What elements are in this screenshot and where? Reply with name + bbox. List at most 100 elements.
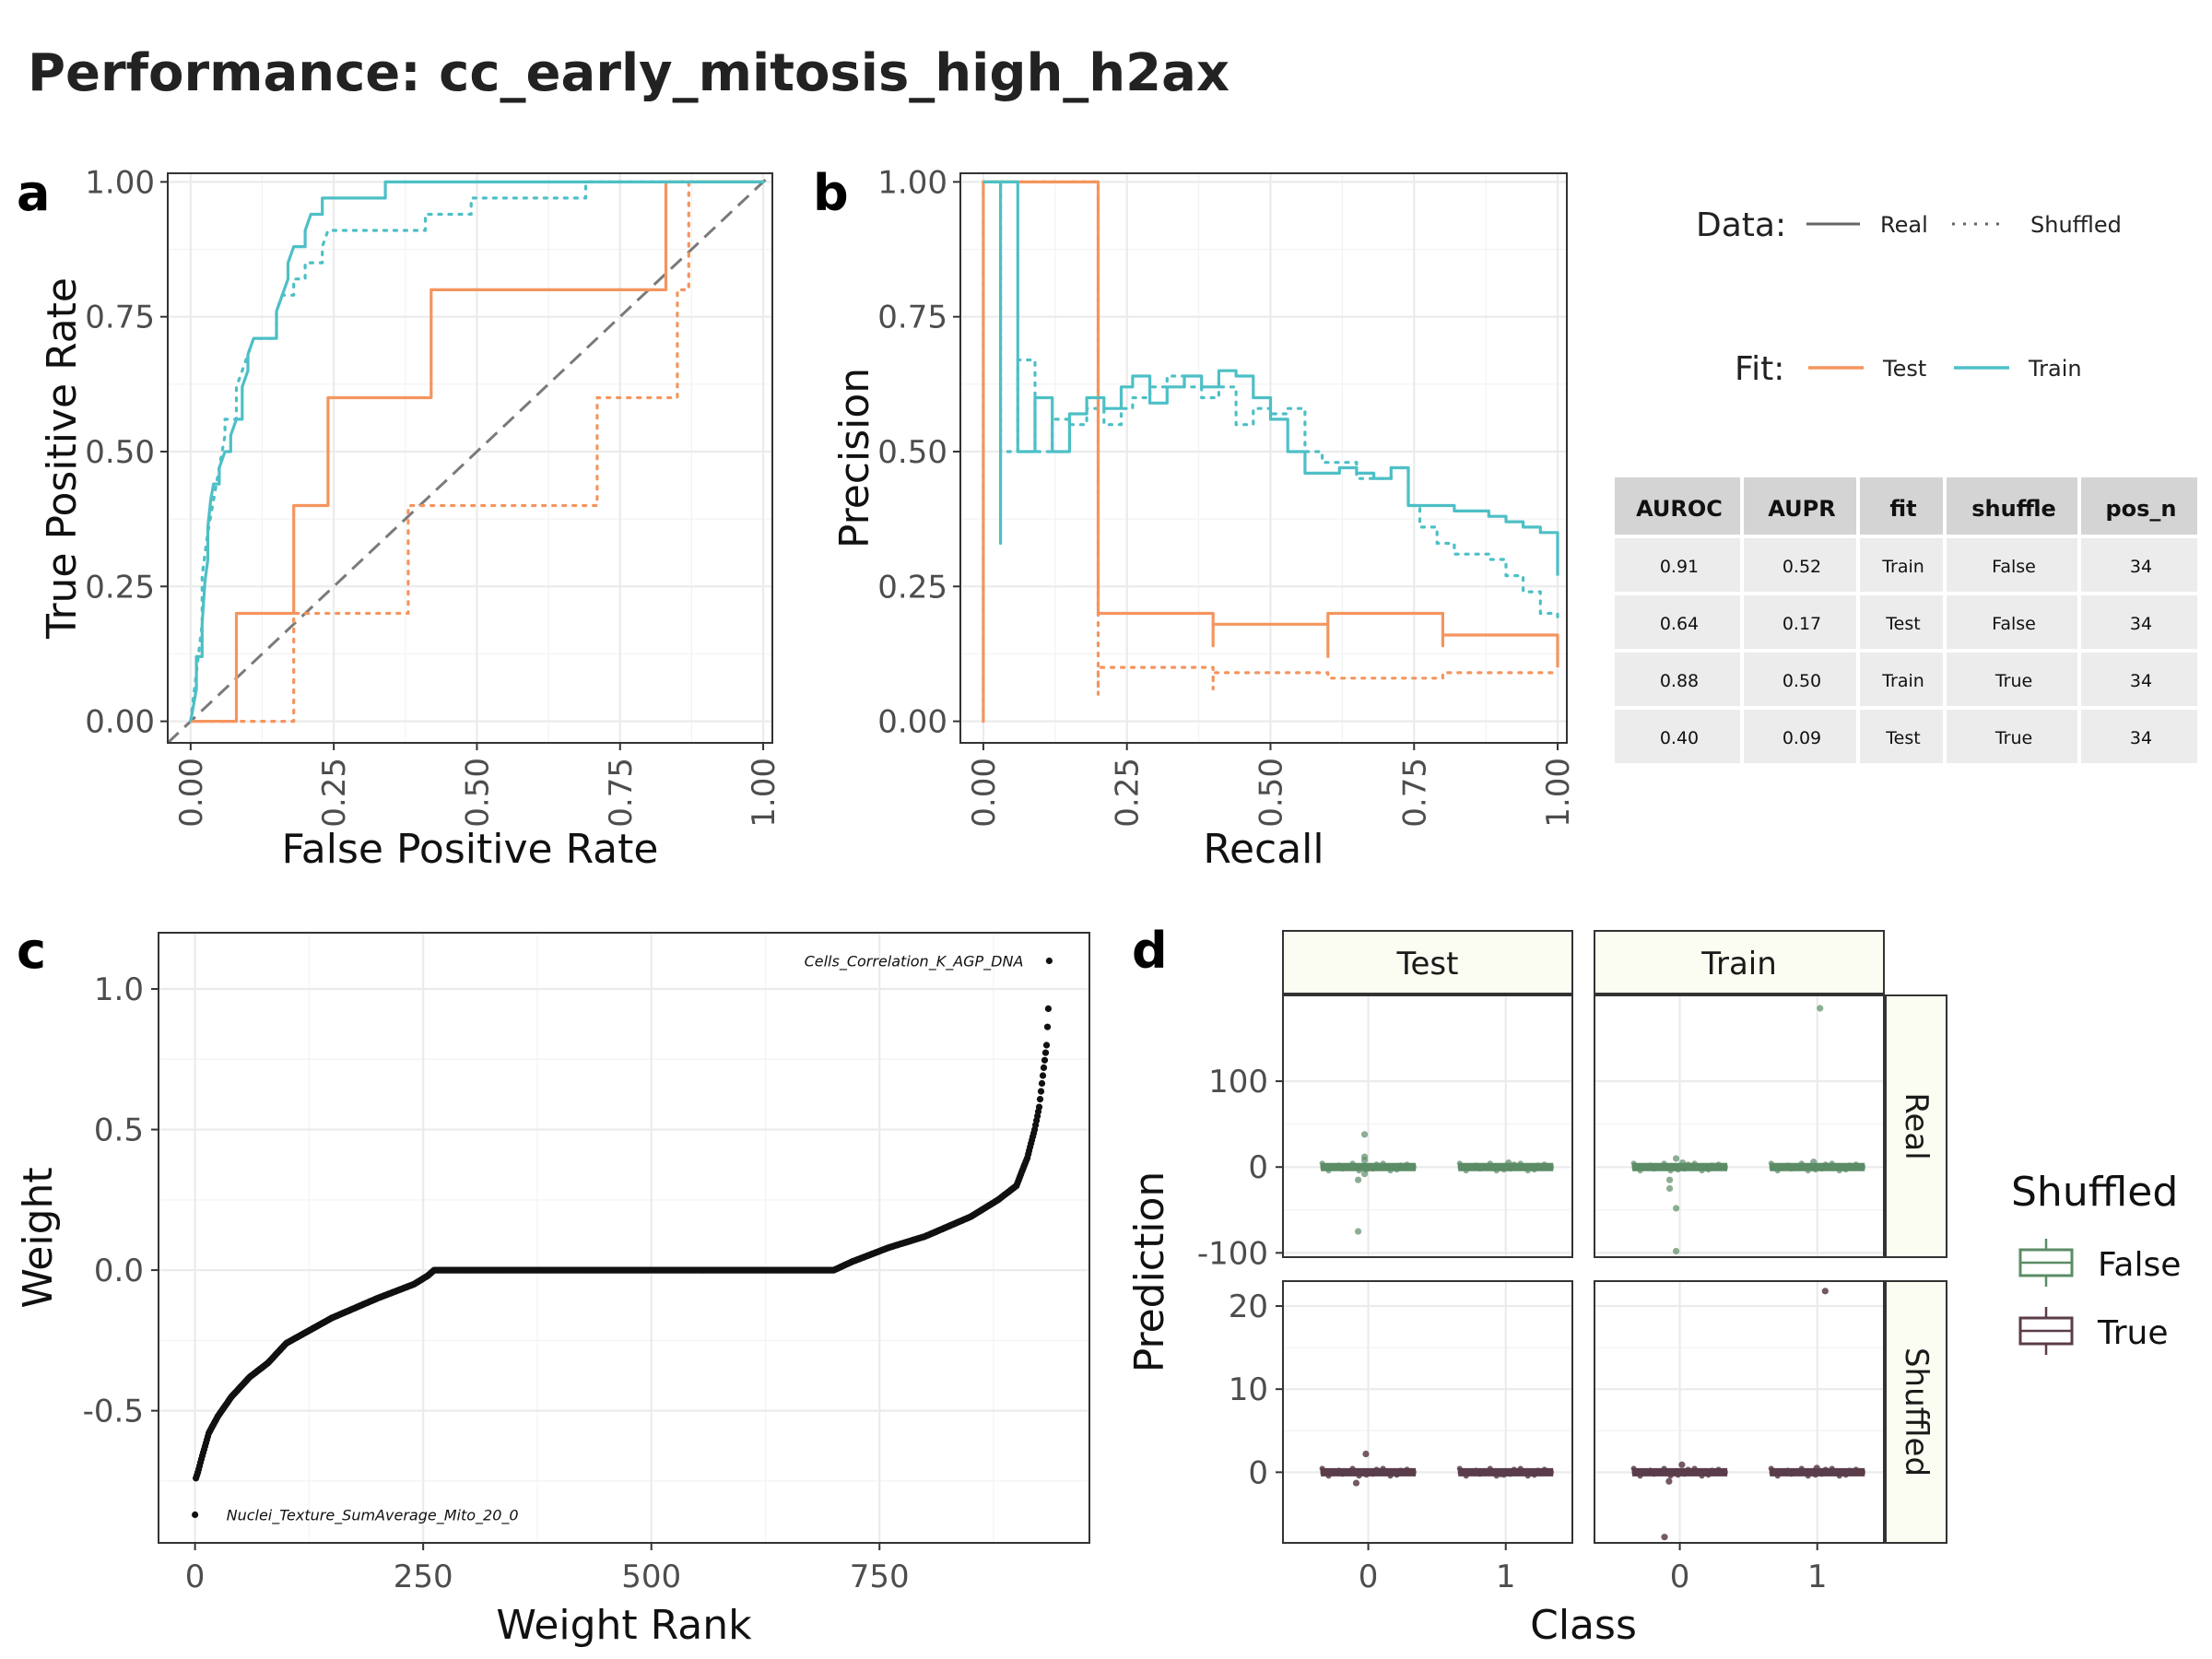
jitter-point xyxy=(1541,1161,1547,1168)
jitter-point xyxy=(1651,1166,1657,1172)
jitter-point xyxy=(1335,1467,1342,1474)
jitter-point xyxy=(1671,1468,1677,1475)
jitter-point xyxy=(1535,1162,1541,1169)
jitter-point xyxy=(1531,1472,1537,1478)
jitter-point xyxy=(1661,1465,1667,1472)
table-cell-value: Train xyxy=(1881,671,1924,691)
y-tick-label: -100 xyxy=(1197,1235,1268,1272)
jitter-point xyxy=(1805,1168,1811,1174)
figure-title: Performance: cc_early_mitosis_high_h2ax xyxy=(28,43,1230,103)
jitter-point xyxy=(1788,1471,1794,1477)
outlier-point xyxy=(1360,1171,1369,1178)
jitter-point xyxy=(1842,1472,1849,1478)
x-tick-label: 0.50 xyxy=(459,758,496,828)
x-tick-label: 0.00 xyxy=(966,758,1003,828)
facet-background xyxy=(1594,1281,1884,1543)
x-tick-label: 0.75 xyxy=(603,758,640,828)
plot-frame xyxy=(158,932,1090,1544)
table-cell xyxy=(2081,595,2197,649)
outlier-point xyxy=(1362,1450,1370,1458)
legend-test-label: Test xyxy=(1882,356,1926,382)
jitter-point xyxy=(1784,1162,1791,1169)
jitter-point xyxy=(1778,1163,1784,1170)
jitter-point xyxy=(1699,1168,1705,1174)
jitter-point xyxy=(1390,1468,1396,1475)
outlier-point xyxy=(1672,1205,1680,1212)
x-tick-label: 0.00 xyxy=(173,758,210,828)
jitter-point xyxy=(1483,1165,1489,1171)
y-tick-label: 0.00 xyxy=(877,704,947,741)
jitter-point xyxy=(1832,1164,1839,1171)
jitter-point xyxy=(1387,1168,1394,1174)
jitter-point xyxy=(1774,1473,1781,1479)
jitter-point xyxy=(1798,1465,1805,1472)
table-cell xyxy=(1947,710,2077,763)
facet-frame xyxy=(1594,1280,1885,1544)
jitter-point xyxy=(1667,1168,1674,1174)
jitter-point xyxy=(1394,1167,1400,1173)
legend-shuffled-title: Shuffled xyxy=(2011,1169,2178,1216)
table-cell xyxy=(1744,710,1856,763)
jitter-point xyxy=(1521,1164,1527,1171)
jitter-point xyxy=(1404,1466,1410,1473)
legend-real-label: Real xyxy=(1880,212,1928,238)
table-cell xyxy=(1947,595,2077,649)
jitter-point xyxy=(1346,1165,1352,1171)
plot-frame xyxy=(167,172,773,744)
y-tick-label: 0.75 xyxy=(85,300,155,336)
jitter-point xyxy=(1836,1473,1842,1479)
prediction-box-class-0 xyxy=(1630,1465,1728,1479)
y-tick-label: 1.00 xyxy=(877,164,947,201)
weight-point xyxy=(192,1511,199,1519)
facet-background xyxy=(1283,995,1572,1257)
table-cell-value: Test xyxy=(1885,728,1920,748)
legend-fit: Fit: Test Train xyxy=(1735,350,2082,388)
jitter-point xyxy=(1346,1470,1352,1477)
series-test-shuffled xyxy=(982,180,1559,724)
jitter-point xyxy=(1517,1160,1524,1167)
jitter-point xyxy=(1771,1164,1777,1171)
jitter-point xyxy=(1812,1472,1818,1478)
weight-point xyxy=(1041,1056,1049,1064)
y-tick-label: 10 xyxy=(1229,1371,1268,1408)
x-tick-label: 250 xyxy=(394,1559,453,1595)
y-tick-label: 20 xyxy=(1229,1288,1268,1325)
table-cell-value: 0.52 xyxy=(1783,557,1821,577)
panel-letter-d: d xyxy=(1132,922,1168,980)
y-axis-title: Precision xyxy=(831,368,878,548)
plot-background xyxy=(960,173,1567,743)
facet-strip-label: Test xyxy=(1396,946,1459,982)
jitter-point xyxy=(1661,1160,1667,1167)
annotation-bottom-feature: Nuclei_Texture_SumAverage_Mito_20_0 xyxy=(227,1506,519,1524)
outlier-point xyxy=(1497,1470,1504,1477)
x-tick-label: 0.25 xyxy=(1110,758,1147,828)
weight-point xyxy=(1038,1079,1046,1088)
x-axis-title: Recall xyxy=(1203,826,1324,873)
table-cell xyxy=(1615,710,1740,763)
outlier-point xyxy=(1672,1247,1680,1255)
legend-true-key xyxy=(2018,1307,2074,1355)
jitter-point xyxy=(1524,1168,1531,1174)
jitter-point xyxy=(1641,1468,1647,1475)
x-tick-label: 0.75 xyxy=(1396,758,1433,828)
prediction-box-class-0 xyxy=(1319,1465,1417,1479)
jitter-point xyxy=(1633,1469,1640,1476)
table-cell-value: False xyxy=(1992,614,2036,634)
table-cell xyxy=(1615,653,1740,706)
legend-false-label: False xyxy=(2098,1246,2181,1284)
jitter-point xyxy=(1812,1167,1818,1173)
x-tick-label: 1.00 xyxy=(746,758,782,828)
jitter-point xyxy=(1541,1466,1547,1473)
table-cell-value: 34 xyxy=(2130,728,2152,748)
weight-point xyxy=(1042,1041,1051,1049)
y-tick-label: 0 xyxy=(1248,1149,1268,1186)
weight-point xyxy=(1045,957,1053,965)
jitter-point xyxy=(1404,1161,1410,1168)
jitter-point xyxy=(1671,1163,1677,1170)
table-cell xyxy=(1860,538,1943,592)
table-cell xyxy=(1615,538,1740,592)
jitter-point xyxy=(1818,1166,1825,1172)
jitter-point xyxy=(1794,1165,1801,1171)
outlier-point xyxy=(1672,1155,1680,1162)
jitter-point xyxy=(1380,1465,1386,1472)
